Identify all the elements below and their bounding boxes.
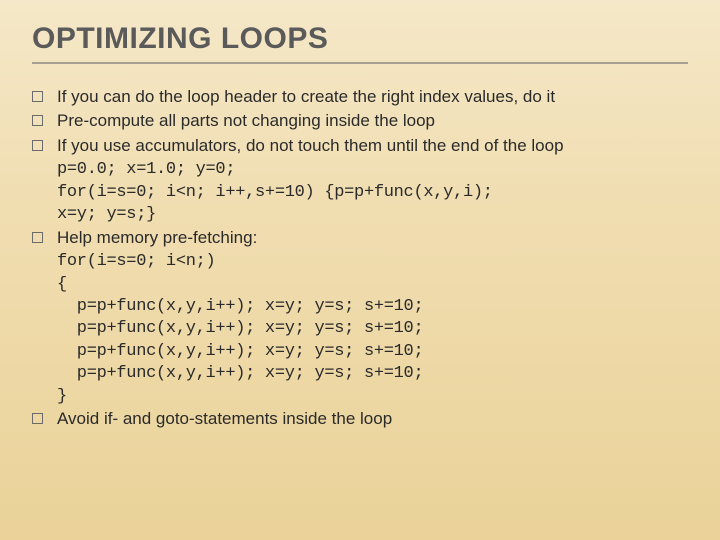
bullet-text: If you use accumulators, do not touch th… [57, 135, 688, 157]
bullet-item: If you use accumulators, do not touch th… [32, 135, 688, 157]
slide: OPTIMIZING LOOPS If you can do the loop … [0, 0, 720, 540]
code-block: p=0.0; x=1.0; y=0; for(i=s=0; i<n; i++,s… [57, 159, 688, 226]
bullet-box-icon [32, 115, 43, 126]
bullet-item: Avoid if- and goto-statements inside the… [32, 408, 688, 430]
bullet-text: Avoid if- and goto-statements inside the… [57, 408, 688, 430]
bullet-box-icon [32, 232, 43, 243]
bullet-box-icon [32, 91, 43, 102]
bullet-text: If you can do the loop header to create … [57, 86, 688, 108]
bullet-box-icon [32, 140, 43, 151]
bullet-box-icon [32, 413, 43, 424]
code-block: for(i=s=0; i<n;) { p=p+func(x,y,i++); x=… [57, 251, 688, 408]
bullet-text: Help memory pre-fetching: [57, 227, 688, 249]
bullet-item: If you can do the loop header to create … [32, 86, 688, 108]
bullet-item: Pre-compute all parts not changing insid… [32, 110, 688, 132]
bullet-item: Help memory pre-fetching: [32, 227, 688, 249]
slide-title: OPTIMIZING LOOPS [32, 22, 688, 64]
bullet-text: Pre-compute all parts not changing insid… [57, 110, 688, 132]
slide-content: If you can do the loop header to create … [32, 86, 688, 431]
